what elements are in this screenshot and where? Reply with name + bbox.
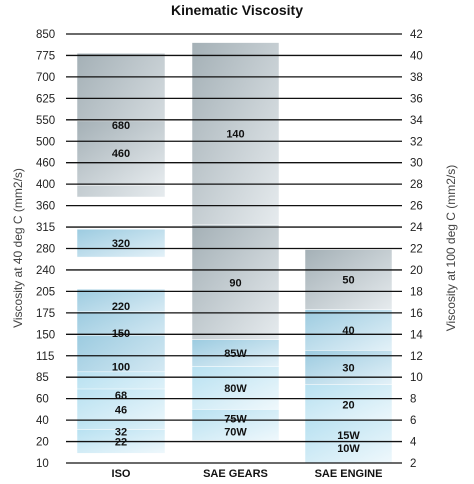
right-tick-label: 10 (410, 372, 423, 384)
left-tick-label: 700 (36, 72, 55, 84)
band-sae-gears-80w (191, 366, 280, 410)
category-label: SAE GEARS (203, 468, 268, 480)
left-tick-label: 500 (36, 136, 55, 148)
right-tick-label: 4 (410, 437, 417, 449)
right-tick-label: 8 (410, 394, 416, 406)
band-label: 90 (229, 277, 241, 289)
band-label: 75W (224, 413, 247, 425)
band-label: 20 (342, 400, 354, 412)
right-tick-label: 6 (410, 415, 416, 427)
left-tick-label: 115 (36, 351, 54, 363)
band-label: 220 (112, 301, 130, 313)
left-tick-label: 400 (36, 179, 55, 191)
left-tick-label: 20 (36, 437, 49, 449)
right-tick-label: 38 (410, 72, 423, 84)
right-tick-label: 18 (410, 286, 423, 298)
left-tick-label: 10 (36, 458, 49, 470)
band-sae-gears-85w (191, 339, 280, 367)
band-label: 320 (112, 238, 130, 250)
left-tick-label: 60 (36, 394, 49, 406)
band-label: 150 (112, 328, 130, 340)
band-label: 10W (337, 443, 360, 455)
band-label: 30 (342, 363, 354, 375)
band-label: 85W (224, 348, 247, 360)
band-label: 460 (112, 148, 130, 160)
left-tick-label: 550 (36, 115, 55, 127)
band-label: 140 (226, 129, 244, 141)
band-iso-460 (76, 120, 166, 186)
right-tick-label: 26 (410, 201, 423, 213)
left-tick-label: 850 (36, 29, 55, 41)
band-sae-engine-40 (304, 309, 393, 351)
right-tick-label: 30 (410, 158, 423, 170)
left-tick-label: 775 (36, 50, 55, 62)
right-tick-label: 24 (410, 222, 423, 234)
left-tick-label: 150 (36, 329, 55, 341)
right-tick-label: 40 (410, 50, 423, 62)
category-label: SAE ENGINE (315, 468, 383, 480)
band-label: 32 (115, 426, 127, 438)
left-tick-label: 205 (36, 286, 55, 298)
left-tick-label: 175 (36, 308, 55, 320)
band-label: 80W (224, 383, 247, 395)
right-tick-label: 36 (410, 93, 423, 105)
band-label: 40 (342, 325, 354, 337)
band-label: 22 (115, 437, 127, 449)
right-tick-label: 28 (410, 179, 423, 191)
band-label: 50 (342, 275, 354, 287)
category-label: ISO (112, 468, 131, 480)
right-tick-label: 22 (410, 244, 423, 256)
left-tick-label: 315 (36, 222, 55, 234)
band-label: 70W (224, 426, 247, 438)
left-tick-label: 240 (36, 265, 55, 277)
band-sae-gears-90 (191, 224, 280, 340)
left-tick-label: 360 (36, 201, 55, 213)
band-label: 68 (115, 390, 127, 402)
band-sae-engine-20 (304, 384, 393, 425)
right-tick-label: 12 (410, 351, 423, 363)
band-sae-gears-75w (191, 409, 280, 441)
right-tick-label: 2 (410, 458, 416, 470)
band-sae-engine-50 (304, 249, 393, 310)
band-label: 46 (115, 404, 127, 416)
right-tick-label: 42 (410, 29, 423, 41)
left-tick-label: 460 (36, 158, 55, 170)
right-tick-label: 16 (410, 308, 423, 320)
left-tick-label: 280 (36, 244, 55, 256)
left-tick-label: 40 (36, 415, 49, 427)
band-label: 15W (337, 430, 360, 442)
y-axis-label-right: Viscosity at 100 deg C (mm2/s) (444, 165, 458, 332)
band-label: 100 (112, 361, 130, 373)
right-tick-label: 14 (410, 329, 423, 341)
right-tick-label: 20 (410, 265, 423, 277)
y-axis-label-left: Viscosity at 40 deg C (mm2/s) (11, 168, 25, 328)
band-label: 680 (112, 120, 130, 132)
left-tick-label: 625 (36, 93, 55, 105)
right-tick-label: 34 (410, 115, 423, 127)
right-tick-label: 32 (410, 136, 423, 148)
left-tick-label: 85 (36, 372, 49, 384)
chart-title: Kinematic Viscosity (171, 2, 303, 18)
band-iso-320 (76, 228, 166, 258)
